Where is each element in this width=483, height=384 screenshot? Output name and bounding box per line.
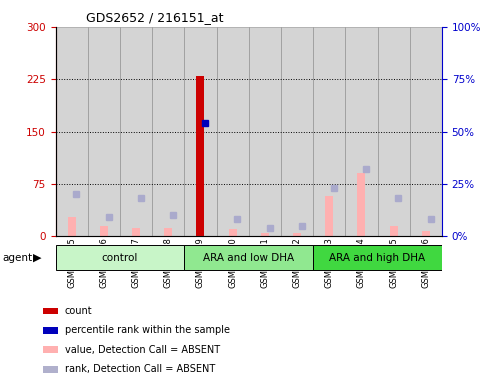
Bar: [197, 76, 204, 236]
Text: ▶: ▶: [33, 253, 42, 263]
Bar: [216, 27, 249, 236]
Bar: [281, 27, 313, 236]
Text: GDS2652 / 216151_at: GDS2652 / 216151_at: [86, 11, 224, 24]
Bar: [56, 27, 88, 236]
Bar: [164, 228, 172, 236]
Bar: [249, 27, 281, 236]
Text: percentile rank within the sample: percentile rank within the sample: [65, 325, 230, 335]
Bar: [56, 245, 185, 270]
Text: agent: agent: [2, 253, 32, 263]
Bar: [88, 27, 120, 236]
Bar: [152, 27, 185, 236]
Bar: [68, 217, 76, 236]
Bar: [378, 27, 410, 236]
Bar: [185, 27, 216, 236]
Bar: [43, 366, 58, 372]
Bar: [422, 230, 430, 236]
Text: ARA and high DHA: ARA and high DHA: [329, 253, 426, 263]
Bar: [185, 245, 313, 270]
Text: ARA and low DHA: ARA and low DHA: [203, 253, 294, 263]
Bar: [261, 233, 269, 236]
Bar: [313, 27, 345, 236]
Text: control: control: [102, 253, 138, 263]
Bar: [43, 346, 58, 353]
Bar: [345, 27, 378, 236]
Bar: [390, 226, 398, 236]
Bar: [325, 196, 333, 236]
Bar: [228, 229, 237, 236]
Bar: [357, 174, 366, 236]
Bar: [43, 308, 58, 314]
Bar: [120, 27, 152, 236]
Bar: [293, 233, 301, 236]
Text: rank, Detection Call = ABSENT: rank, Detection Call = ABSENT: [65, 364, 215, 374]
Bar: [43, 327, 58, 334]
Bar: [100, 226, 108, 236]
Text: value, Detection Call = ABSENT: value, Detection Call = ABSENT: [65, 345, 220, 355]
Text: count: count: [65, 306, 92, 316]
Bar: [410, 27, 442, 236]
Bar: [313, 245, 442, 270]
Bar: [132, 228, 140, 236]
